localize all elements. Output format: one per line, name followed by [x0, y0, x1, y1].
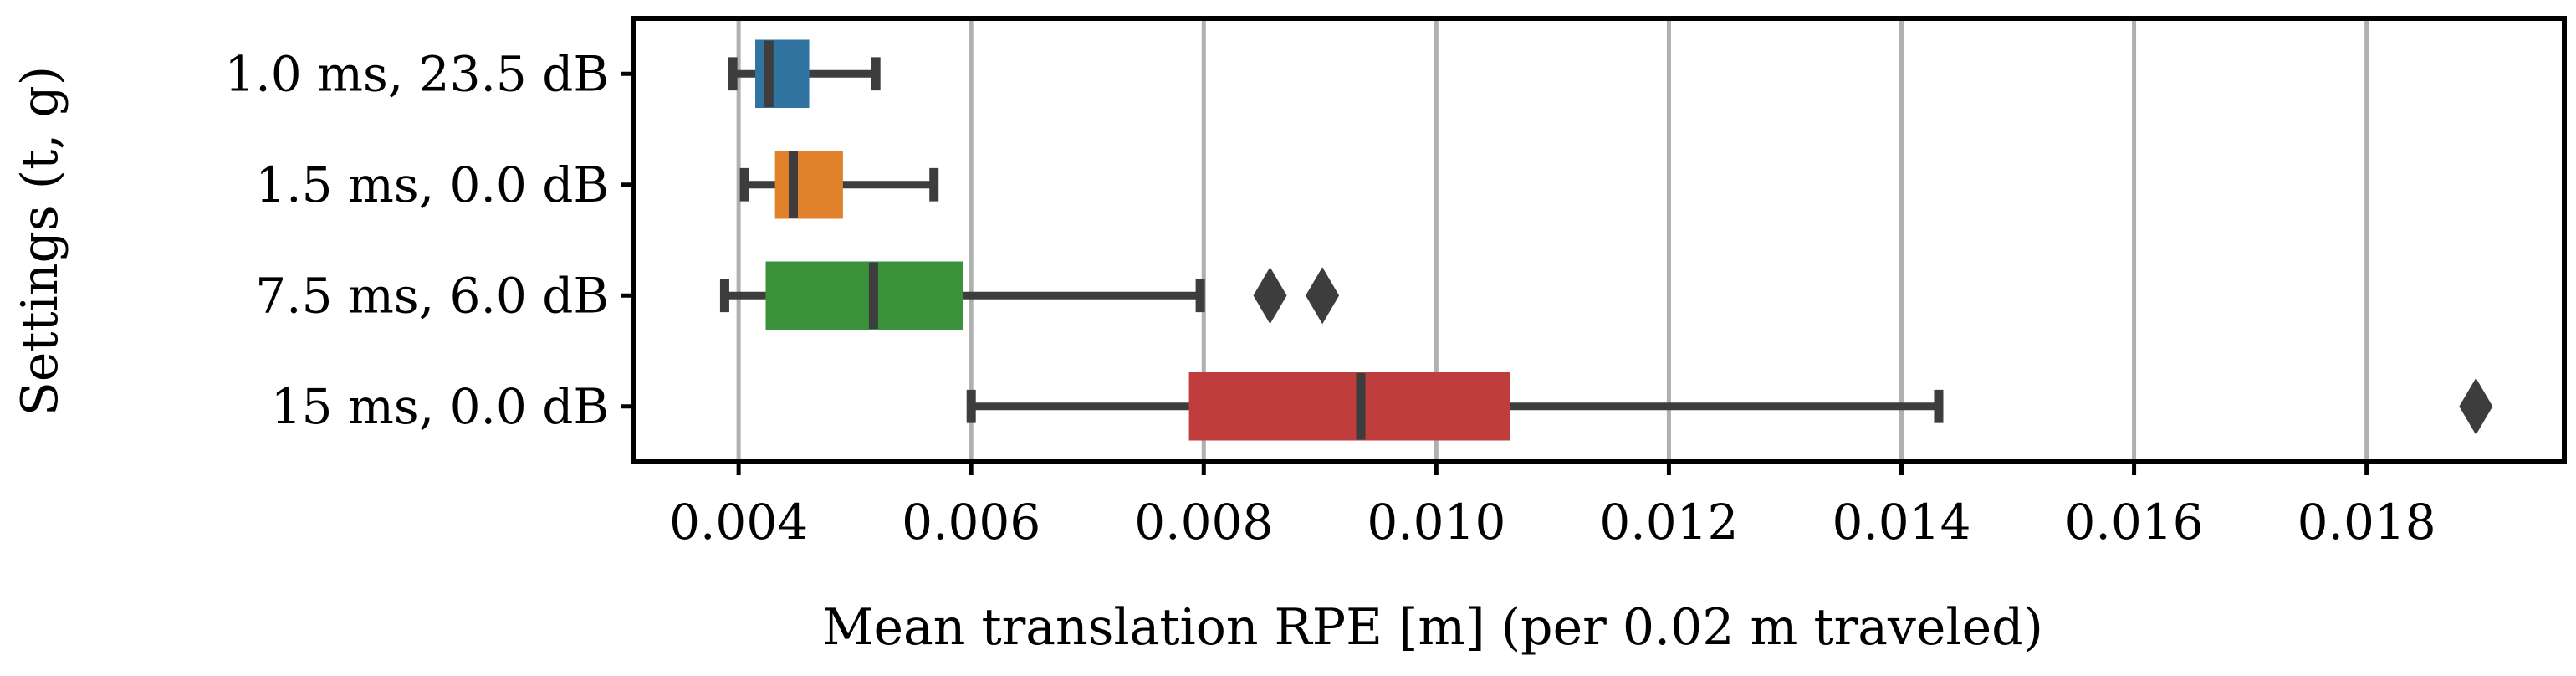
box-iqr — [754, 39, 810, 108]
y-tick-label: 1.5 ms, 0.0 dB — [255, 156, 609, 213]
box-iqr — [774, 151, 843, 219]
plot-frame — [631, 16, 2567, 464]
x-tick-label: 0.008 — [1134, 494, 1273, 551]
box-series — [719, 39, 2493, 441]
y-axis-title: Settings (t, g) — [11, 66, 69, 416]
x-axis-ticks: 0.004 0.006 0.008 0.010 0.012 0.014 0.016 0.018 — [669, 462, 2436, 551]
box-group — [719, 261, 1340, 330]
x-tick-label: 0.018 — [2297, 494, 2436, 551]
outlier-point — [2459, 377, 2493, 435]
grid-lines — [736, 18, 2369, 462]
box-group — [966, 372, 2493, 441]
y-tick-label: 15 ms, 0.0 dB — [271, 378, 609, 435]
x-tick-label: 0.014 — [1832, 494, 1970, 551]
box-group — [739, 151, 939, 219]
box-iqr — [1188, 372, 1510, 441]
y-tick-label: 1.0 ms, 23.5 dB — [224, 45, 609, 102]
y-axis-ticks: 1.0 ms, 23.5 dB 1.5 ms, 0.0 dB 7.5 ms, 6.0… — [224, 45, 634, 435]
x-tick-label: 0.004 — [669, 494, 808, 551]
x-tick-label: 0.016 — [2065, 494, 2204, 551]
x-tick-label: 0.006 — [902, 494, 1040, 551]
x-axis-title: Mean translation RPE [m] (per 0.02 m tra… — [822, 598, 2043, 657]
y-tick-label: 7.5 ms, 6.0 dB — [255, 267, 609, 324]
outlier-point — [1253, 267, 1287, 325]
x-tick-label: 0.010 — [1367, 494, 1505, 551]
box-iqr — [765, 261, 963, 330]
outlier-point — [1306, 267, 1340, 325]
box-group — [728, 39, 881, 108]
x-tick-label: 0.012 — [1599, 494, 1738, 551]
